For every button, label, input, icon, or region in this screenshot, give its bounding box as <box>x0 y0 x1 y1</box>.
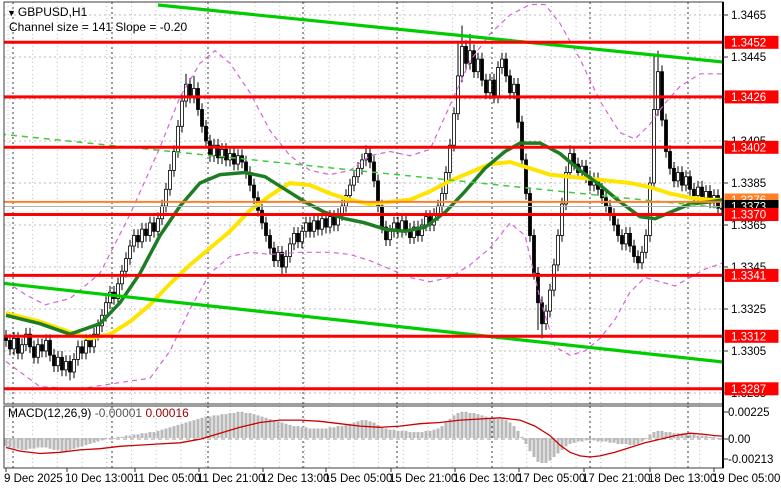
svg-text:1.3312: 1.3312 <box>731 331 766 343</box>
horizontal-levels <box>4 40 723 391</box>
macd-signal-line <box>5 417 723 458</box>
time-tick-label: 16 Dec 13:00 <box>453 473 521 485</box>
time-tick-label: 17 Dec 21:00 <box>582 473 650 485</box>
channel-upper-line[interactable] <box>157 3 723 64</box>
price-level-box-1.3287: 1.3287 <box>724 382 779 396</box>
price-tick-label: 1.3305 <box>731 346 766 358</box>
price-tick-label: 1.3365 <box>731 220 766 232</box>
ma-yellow-line <box>5 160 723 341</box>
price-level-box-1.3370: 1.3370 <box>724 208 779 222</box>
time-tick-label: 12 Dec 13:00 <box>261 473 329 485</box>
time-tick-label: 10 Dec 13:00 <box>65 473 133 485</box>
price-level-box-1.3312: 1.3312 <box>724 329 779 343</box>
time-tick-label: 18 Dec 13:00 <box>648 473 716 485</box>
price-level-box-1.3341: 1.3341 <box>724 268 779 282</box>
band-upper-line <box>5 3 723 306</box>
band-lower-line <box>5 222 723 390</box>
price-tick-label: 1.3465 <box>731 10 766 22</box>
ma-green-line <box>5 141 723 336</box>
svg-text:1.3402: 1.3402 <box>731 142 766 154</box>
channel-lower-line[interactable] <box>0 281 723 364</box>
price-tick-label: 1.3385 <box>731 178 766 190</box>
price-tick-label: 1.3325 <box>731 304 766 316</box>
time-tick-label: 9 Dec 2025 <box>4 473 63 485</box>
macd-axis[interactable]: 0.00225 0.00 -0.00213 <box>723 407 773 466</box>
price-axis[interactable]: 1.34651.34451.34251.34051.33851.33651.33… <box>723 10 779 400</box>
svg-text:1.3370: 1.3370 <box>731 210 766 222</box>
time-tick-label: 11 Dec 05:00 <box>133 473 201 485</box>
time-tick-label: 15 Dec 21:00 <box>389 473 457 485</box>
svg-text:1.3287: 1.3287 <box>731 384 766 396</box>
svg-text:1.3452: 1.3452 <box>731 37 766 49</box>
svg-text:1.3426: 1.3426 <box>731 92 766 104</box>
time-tick-label: 15 Dec 05:00 <box>324 473 392 485</box>
price-level-box-1.3402: 1.3402 <box>724 140 779 154</box>
time-tick-label: 11 Dec 21:00 <box>197 473 265 485</box>
price-level-box-1.3426: 1.3426 <box>724 90 779 104</box>
time-tick-label: 19 Dec 05:00 <box>712 473 780 485</box>
macd-tick-label: 0.00 <box>728 434 750 446</box>
svg-text:1.3341: 1.3341 <box>731 270 766 282</box>
price-level-box-1.3452: 1.3452 <box>724 35 779 49</box>
time-tick-label: 17 Dec 05:00 <box>517 473 585 485</box>
macd-tick-label: 0.00225 <box>728 407 770 419</box>
macd-tick-label: -0.00213 <box>728 454 773 466</box>
macd-pane <box>4 411 724 463</box>
price-tick-label: 1.3445 <box>731 52 766 64</box>
